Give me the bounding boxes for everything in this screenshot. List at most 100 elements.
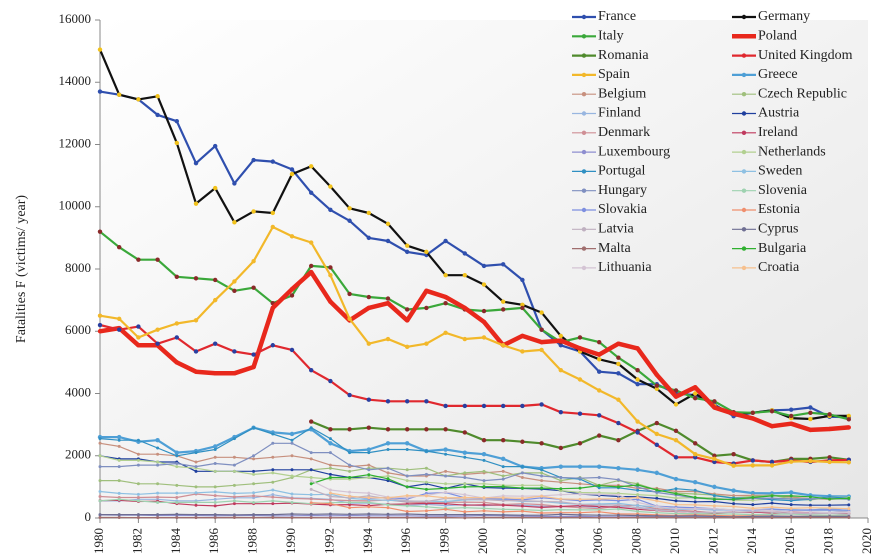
series-marker <box>328 265 333 270</box>
series-marker <box>540 479 544 483</box>
series-marker <box>732 508 736 512</box>
series-marker <box>578 511 582 515</box>
series-marker <box>463 516 467 520</box>
series-marker <box>597 510 601 514</box>
series-marker <box>271 516 275 520</box>
series-marker <box>213 297 218 303</box>
series-marker <box>578 486 582 490</box>
series-marker <box>693 480 698 485</box>
series-marker <box>156 446 160 450</box>
series-marker <box>174 450 179 455</box>
legend-label: Denmark <box>598 125 650 140</box>
legend-label: Malta <box>598 241 631 256</box>
series-marker <box>386 496 390 500</box>
series-line <box>99 269 849 433</box>
series-marker <box>232 516 236 520</box>
series-marker <box>213 444 218 449</box>
series-marker <box>443 294 448 300</box>
series-marker <box>674 509 678 513</box>
series-marker <box>693 492 697 496</box>
plot-background <box>100 20 868 518</box>
x-tick-label: 1998 <box>437 528 452 554</box>
series-marker <box>520 513 524 517</box>
series-marker <box>136 492 140 496</box>
x-tick-label: 2008 <box>629 528 644 554</box>
legend-label: Cyprus <box>758 222 798 237</box>
series-marker <box>328 491 332 495</box>
series-marker <box>251 352 256 357</box>
series-marker <box>808 510 812 514</box>
series-marker <box>520 277 525 283</box>
series-marker <box>770 509 774 513</box>
series-marker <box>271 513 275 517</box>
series-marker <box>559 487 563 491</box>
series-marker <box>155 341 160 346</box>
series-marker <box>731 463 736 468</box>
series-marker <box>270 343 275 348</box>
legend-label: Croatia <box>758 260 800 275</box>
series-marker <box>328 463 332 467</box>
series-marker <box>558 333 563 339</box>
series-marker <box>175 500 179 504</box>
series-marker <box>482 516 486 520</box>
x-tick-label: 2018 <box>821 528 836 554</box>
series-marker <box>97 89 103 94</box>
series-marker <box>271 495 275 499</box>
series-marker <box>481 282 487 287</box>
series-marker <box>251 157 256 163</box>
legend-swatch-marker <box>741 169 747 174</box>
series-marker <box>655 508 659 512</box>
series-marker <box>117 434 122 440</box>
series-marker <box>482 503 486 507</box>
series-marker <box>674 492 678 496</box>
series-marker <box>252 457 256 461</box>
series-marker <box>847 496 851 500</box>
series-marker <box>136 463 140 467</box>
series-marker <box>117 444 121 448</box>
legend-label: Germany <box>758 9 810 24</box>
legend-swatch-marker <box>741 246 747 251</box>
series-marker <box>309 240 314 245</box>
series-marker <box>252 426 256 430</box>
series-marker <box>847 503 851 507</box>
series-marker <box>194 516 198 520</box>
series-marker <box>654 442 659 448</box>
series-marker <box>789 503 793 507</box>
series-marker <box>482 485 486 489</box>
series-line <box>99 225 849 467</box>
series-marker <box>136 458 140 462</box>
series-marker <box>98 490 102 494</box>
series-marker <box>847 507 851 511</box>
series-marker <box>482 469 486 473</box>
x-tick-label: 1984 <box>168 528 183 555</box>
series-marker <box>367 473 371 477</box>
series-marker <box>501 507 505 511</box>
series-marker <box>481 263 487 269</box>
series-marker <box>808 506 812 510</box>
series-marker <box>117 479 121 483</box>
series-marker <box>789 497 793 501</box>
series-marker <box>616 507 620 511</box>
series-marker <box>117 327 122 332</box>
series-marker <box>501 516 505 520</box>
series-marker <box>847 516 851 520</box>
series-marker <box>540 500 544 504</box>
series-marker <box>405 512 409 516</box>
series-marker <box>482 458 486 462</box>
series-marker <box>751 495 755 499</box>
series-marker <box>558 445 563 451</box>
series-marker <box>405 516 409 520</box>
legend-swatch-marker <box>581 130 587 135</box>
series-marker <box>501 503 505 507</box>
legend-swatch-marker <box>741 227 747 232</box>
series-marker <box>693 503 697 507</box>
series-marker <box>578 515 582 519</box>
series-marker <box>539 402 544 407</box>
series-marker <box>193 160 199 166</box>
series-marker <box>136 324 141 329</box>
series-marker <box>540 474 544 478</box>
series-marker <box>232 220 237 225</box>
series-marker <box>232 513 236 517</box>
series-line <box>99 498 849 516</box>
series-marker <box>347 291 352 297</box>
